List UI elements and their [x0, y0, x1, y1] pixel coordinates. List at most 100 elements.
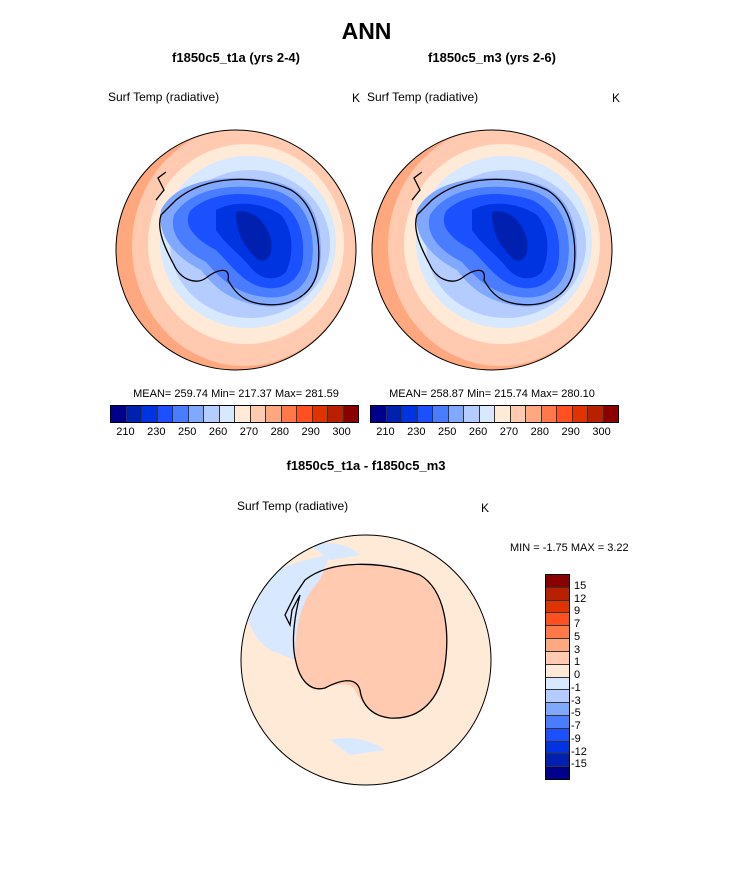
diff-colorbar-tick-label: 3 [574, 643, 581, 656]
panel1-map [116, 130, 356, 370]
panel2-subtitle: f1850c5_m3 (yrs 2-6) [428, 50, 556, 65]
colorbar-box [557, 406, 573, 422]
colorbar-box [546, 677, 569, 691]
panel1-map-border [115, 129, 357, 371]
colorbar-box [546, 587, 569, 601]
colorbar-box [510, 406, 526, 422]
colorbar-box [546, 613, 569, 627]
diff-units: K [481, 501, 490, 515]
diff-stats: MIN = -1.75 MAX = 3.22 [510, 542, 629, 554]
colorbar-box [448, 406, 464, 422]
panel1-subtitle: f1850c5_t1a (yrs 2-4) [172, 50, 300, 65]
colorbar-box [546, 600, 569, 614]
colorbar-tick-label: 290 [561, 426, 580, 438]
colorbar-box [546, 715, 569, 729]
colorbar-tick-label: 250 [178, 426, 197, 438]
colorbar-box [572, 406, 588, 422]
colorbar-box [479, 406, 495, 422]
colorbar-box [173, 406, 189, 422]
colorbar-box [266, 406, 282, 422]
colorbar-box [328, 406, 344, 422]
colorbar-box [546, 651, 569, 665]
diff-colorbar-tick-label: 0 [574, 669, 581, 681]
colorbar-box [546, 767, 569, 779]
colorbar-box [281, 406, 297, 422]
diff-colorbar-tick-label: -9 [571, 732, 581, 745]
colorbar-box [297, 406, 313, 422]
panel2-stats: MEAN= 258.87 Min= 215.74 Max= 280.10 [389, 388, 595, 400]
colorbar-box [343, 406, 358, 422]
colorbar-box [464, 406, 480, 422]
colorbar-box [546, 690, 569, 704]
colorbar-tick-label: 270 [239, 426, 259, 438]
colorbar-box [235, 406, 251, 422]
diff-colorbar-tick-label: 1 [574, 656, 581, 669]
panel2-variable: Surf Temp (radiative) [367, 90, 479, 104]
colorbar-tick-label: 280 [530, 426, 549, 438]
panel2-units: K [612, 91, 621, 105]
colorbar-tick-label: 280 [270, 426, 289, 438]
diff-map [241, 535, 491, 785]
colorbar-tick-label: 230 [147, 426, 166, 438]
colorbar-tick-label: 250 [438, 426, 457, 438]
colorbar-box [126, 406, 142, 422]
diff-colorbar [545, 574, 570, 780]
colorbar-tick-label: 210 [376, 426, 395, 438]
panel2-colorbar [370, 405, 619, 423]
colorbar-box [219, 406, 235, 422]
colorbar-box [546, 639, 569, 652]
colorbar-box [250, 406, 266, 422]
diff-colorbar-tick-label: -5 [571, 707, 581, 720]
figure-title: ANN [341, 18, 392, 44]
colorbar-box [541, 406, 557, 422]
colorbar-box [433, 406, 449, 422]
diff-colorbar-tick-label: 9 [574, 605, 581, 618]
panel1-stats: MEAN= 259.74 Min= 217.37 Max= 281.59 [133, 388, 339, 400]
colorbar-box [546, 626, 569, 640]
diff-colorbar-tick-label: 5 [574, 630, 581, 643]
colorbar-tick-label: 230 [407, 426, 426, 438]
colorbar-box [546, 728, 569, 742]
diff-colorbar-tick-label: -7 [571, 720, 581, 732]
diff-variable: Surf Temp (radiative) [237, 499, 349, 513]
colorbar-tick-label: 210 [116, 426, 135, 438]
panel1-units: K [352, 91, 361, 105]
diff-subtitle: f1850c5_t1a - f1850c5_m3 [286, 458, 446, 473]
panel1-variable: Surf Temp (radiative) [108, 90, 220, 104]
colorbar-box [603, 406, 618, 422]
colorbar-tick-label: 300 [332, 426, 351, 438]
diff-colorbar-tick-label: -3 [571, 694, 581, 707]
colorbar-tick-label: 290 [301, 426, 320, 438]
colorbar-box [495, 406, 511, 422]
panel2-map-border [371, 129, 613, 371]
colorbar-box [526, 406, 542, 422]
colorbar-box [188, 406, 204, 422]
colorbar-box [142, 406, 158, 422]
colorbar-box [157, 406, 173, 422]
colorbar-box [111, 406, 127, 422]
diff-colorbar-tick-label: -1 [571, 681, 581, 694]
colorbar-box [312, 406, 328, 422]
panel2-map [372, 130, 612, 370]
colorbar-tick-label: 260 [468, 426, 488, 438]
colorbar-box [546, 754, 569, 768]
diff-colorbar-tick-label: 12 [574, 592, 587, 605]
diff-colorbar-tick-label: 7 [574, 618, 581, 630]
diff-colorbar-tick-label: -15 [571, 758, 587, 771]
colorbar-tick-label: 260 [208, 426, 228, 438]
colorbar-box [588, 406, 604, 422]
colorbar-box [386, 406, 402, 422]
panel1-colorbar [110, 405, 359, 423]
colorbar-box [546, 664, 569, 678]
colorbar-tick-label: 270 [499, 426, 519, 438]
colorbar-box [546, 703, 569, 716]
colorbar-box [402, 406, 418, 422]
colorbar-tick-label: 300 [592, 426, 611, 438]
diff-colorbar-tick-label: 15 [574, 579, 587, 592]
colorbar-box [546, 741, 569, 755]
colorbar-box [546, 575, 569, 588]
diff-map-border [240, 534, 492, 786]
colorbar-box [204, 406, 220, 422]
